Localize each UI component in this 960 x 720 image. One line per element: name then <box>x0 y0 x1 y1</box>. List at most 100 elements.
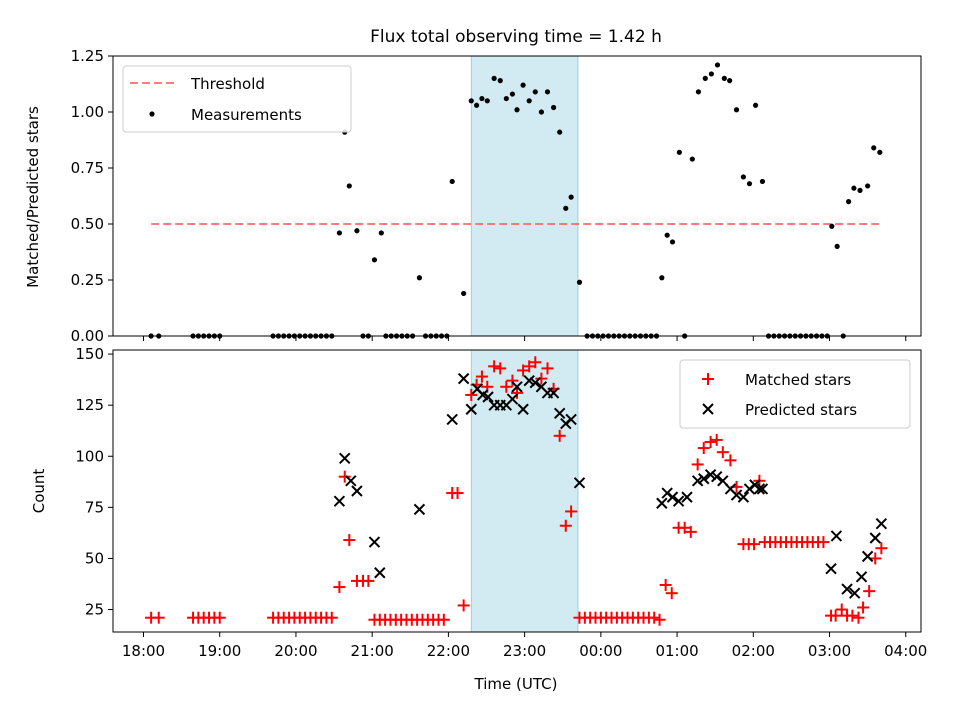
matched-stars-point <box>465 388 478 401</box>
matched-stars-point <box>691 458 704 471</box>
measurements-point <box>378 230 384 236</box>
measurements-point <box>877 149 883 155</box>
count-x-tick-label: 04:00 <box>884 642 927 660</box>
matched-stars-point <box>869 552 882 565</box>
count-x-tick-label: 02:00 <box>732 642 775 660</box>
measurements-point <box>484 98 490 104</box>
measurements-point <box>491 75 497 81</box>
count-x-tick-label: 00:00 <box>579 642 622 660</box>
matched-stars-point <box>697 442 710 455</box>
matched-stars-point <box>213 611 226 624</box>
matched-stars-point <box>875 542 888 555</box>
predicted-stars-point <box>565 413 577 426</box>
ratio-axes-frame <box>112 55 922 337</box>
count-marks <box>145 356 888 626</box>
predicted-stars-point <box>681 491 693 503</box>
measurements-point <box>659 275 665 281</box>
predicted-stars-point <box>457 372 470 385</box>
ratio-legend-box <box>122 65 352 133</box>
measurements-point <box>526 98 532 104</box>
measurements-point <box>834 243 840 249</box>
measurements-point <box>346 183 352 189</box>
count-x-tick-label: 20:00 <box>274 642 317 660</box>
matched-stars-point <box>817 536 830 549</box>
matched-stars-point <box>500 380 513 393</box>
figure-title: Flux total observing time = 1.42 h <box>370 27 662 47</box>
measurements-point <box>509 91 516 97</box>
measurements-point <box>721 75 727 81</box>
predicted-stars-point <box>413 503 426 516</box>
measurements-point <box>689 156 695 162</box>
x-axis-label: Time (UTC) <box>474 675 558 693</box>
matched-stars-point <box>475 370 488 383</box>
measurements-point <box>746 181 753 187</box>
measurements-point <box>550 104 557 111</box>
measurements-point <box>538 109 544 115</box>
count-y-tick-label: 150 <box>75 345 104 363</box>
measurements-point <box>514 107 520 113</box>
measurements-point <box>371 257 378 263</box>
predicted-stars-point <box>529 376 542 389</box>
predicted-stars-point <box>465 403 477 415</box>
matched-legend-swatch <box>702 373 714 385</box>
matched-stars-point <box>343 534 356 547</box>
predicted-stars-point <box>730 489 743 501</box>
matched-stars-point <box>451 487 464 500</box>
ratio-y-tick-label: 1.25 <box>71 47 104 65</box>
count-y-tick-label: 100 <box>75 447 104 465</box>
predicted-stars-point <box>547 387 560 399</box>
ratio-x-ticks <box>142 336 907 341</box>
ratio-y-tick-label: 0.25 <box>71 271 104 289</box>
matched-stars-point <box>535 372 548 385</box>
threshold-legend-label: Threshold <box>190 75 265 93</box>
predicted-stars-point <box>830 530 843 542</box>
ratio-panel: 0.00 0.25 0.50 0.75 1.00 1.25 Matched/Predict… <box>24 47 922 345</box>
measurements-point <box>857 187 863 193</box>
measurements-point <box>740 174 746 180</box>
measurements-point <box>733 107 740 113</box>
count-x-tick-label: 01:00 <box>655 642 698 660</box>
ratio-y-tick-label: 1.00 <box>71 103 104 121</box>
predicted-stars-point <box>691 475 704 487</box>
ratio-legend: Threshold Measurements <box>122 65 352 133</box>
matched-stars-point <box>488 360 501 373</box>
matched-stars-point <box>653 613 666 626</box>
measurements-point <box>676 149 682 155</box>
predicted-stars-point <box>333 495 346 507</box>
count-y-tick-label: 25 <box>85 601 104 619</box>
matched-stars-point <box>846 609 859 622</box>
predicted-stars-point <box>698 473 710 485</box>
measurements-point <box>503 95 509 102</box>
matched-stars-point <box>648 611 661 624</box>
matched-stars-point <box>724 454 737 467</box>
matched-stars-point <box>704 435 717 448</box>
ratio-highlight-band <box>470 55 579 337</box>
matched-stars-point <box>541 362 554 375</box>
matched-stars-point <box>829 609 842 622</box>
predicted-stars-point <box>573 477 586 489</box>
matched-legend-label: Matched stars <box>745 371 851 389</box>
predicted-stars-point <box>553 407 566 420</box>
matched-stars-point <box>457 599 470 612</box>
predicted-stars-point <box>523 374 535 387</box>
predicted-stars-point <box>345 475 357 487</box>
matched-stars-point <box>565 505 578 518</box>
predicted-stars-point <box>672 495 685 507</box>
matched-stars-point <box>835 603 848 616</box>
measurements-point <box>576 279 583 285</box>
predicted-stars-point <box>368 536 381 548</box>
measurements-point <box>664 232 670 238</box>
measurements-point <box>702 75 708 81</box>
predicted-stars-point <box>711 470 723 483</box>
matched-stars-point <box>506 374 519 387</box>
matched-stars-point <box>529 356 542 369</box>
matched-stars-point <box>553 429 566 442</box>
matched-stars-point <box>523 360 536 373</box>
predicted-stars-point <box>855 571 868 583</box>
measurements-point <box>544 89 551 95</box>
count-y-axis-label: Count <box>30 469 48 514</box>
count-legend: Matched stars Predicted stars <box>679 359 911 429</box>
count-x-tick-label: 18:00 <box>122 642 165 660</box>
measurements-point <box>829 223 835 229</box>
